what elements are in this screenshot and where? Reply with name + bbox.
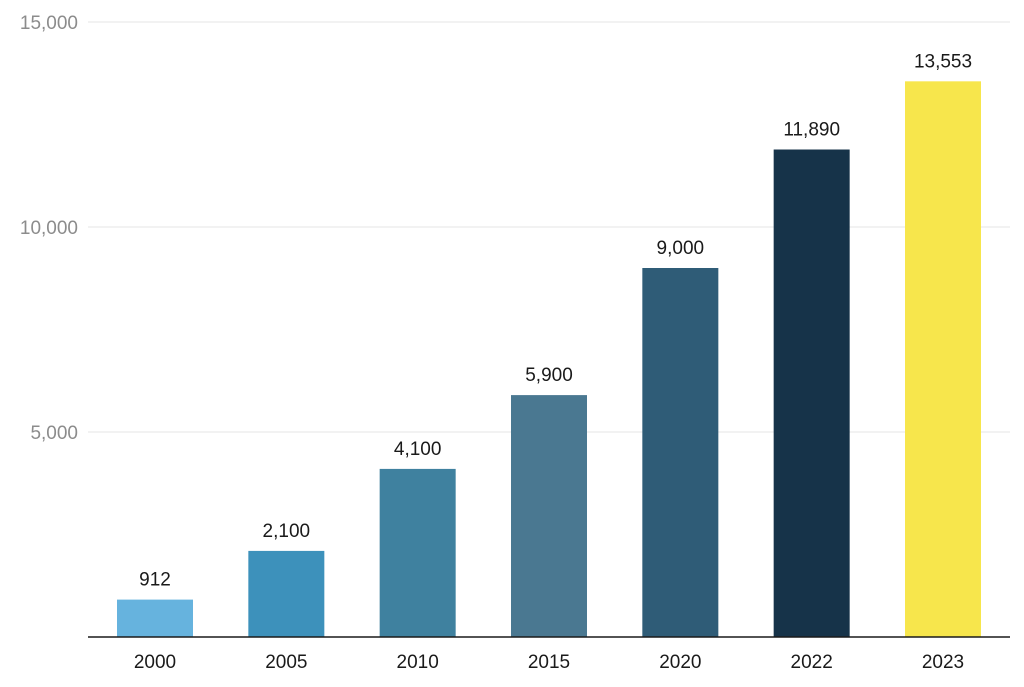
bar-2023 xyxy=(905,81,981,637)
data-label-2000: 912 xyxy=(139,570,171,591)
data-label-2022: 11,890 xyxy=(783,120,840,141)
bars xyxy=(117,81,981,637)
data-label-2005: 2,100 xyxy=(263,521,311,542)
bar-2020 xyxy=(642,268,719,637)
y-tick-label: 10,000 xyxy=(20,218,78,239)
x-tick-label-2005: 2005 xyxy=(265,652,307,673)
x-tick-label-2015: 2015 xyxy=(528,652,570,673)
x-tick-label-2023: 2023 xyxy=(922,652,964,673)
data-labels: 912 2,100 4,100 5,900 9,000 11,890 13,553 xyxy=(139,51,972,590)
x-axis-labels: 2000 2005 2010 2015 2020 2022 2023 xyxy=(134,652,964,673)
y-axis-ticks: 5,000 10,000 15,000 xyxy=(20,13,78,444)
data-label-2015: 5,900 xyxy=(525,365,573,386)
x-tick-label-2000: 2000 xyxy=(134,652,176,673)
data-label-2023: 13,553 xyxy=(914,51,972,72)
data-label-2010: 4,100 xyxy=(394,439,442,460)
bar-2005 xyxy=(248,550,325,637)
x-tick-label-2022: 2022 xyxy=(791,652,833,673)
y-tick-label: 15,000 xyxy=(20,13,78,34)
bar-2000 xyxy=(117,599,193,637)
bar-2010 xyxy=(379,468,456,637)
bar-2022 xyxy=(773,149,850,637)
bar-2015 xyxy=(511,395,587,637)
y-tick-label: 5,000 xyxy=(30,423,78,444)
x-tick-label-2010: 2010 xyxy=(397,652,439,673)
x-tick-label-2020: 2020 xyxy=(659,652,701,673)
data-label-2020: 9,000 xyxy=(657,238,705,259)
